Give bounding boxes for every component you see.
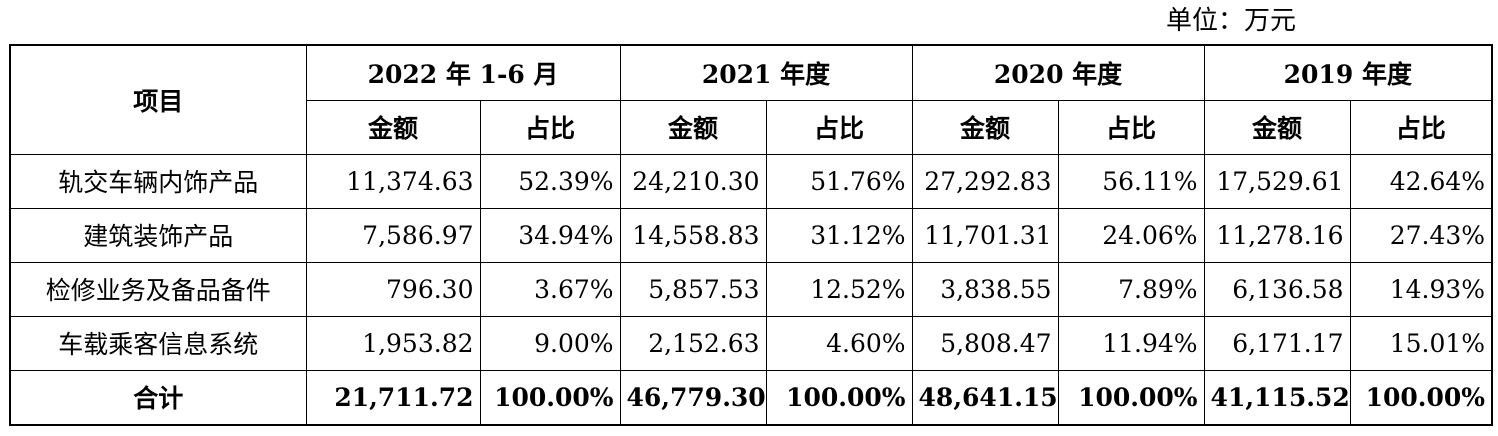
total-ratio-cell: 100.00%	[765, 369, 913, 426]
table-row: 轨交车辆内饰产品 11,374.63 52.39% 24,210.30 51.7…	[9, 153, 1493, 209]
amount-cell: 11,278.16	[1203, 207, 1351, 263]
total-amount-cell: 21,711.72	[305, 369, 481, 426]
ratio-cell: 4.60%	[765, 315, 913, 371]
ratio-cell: 34.94%	[479, 207, 621, 263]
header-ratio: 占比	[1057, 99, 1205, 155]
ratio-cell: 7.89%	[1057, 261, 1205, 317]
total-ratio-cell: 100.00%	[1349, 369, 1493, 426]
header-period: 2019 年度	[1203, 44, 1493, 101]
ratio-cell: 3.67%	[479, 261, 621, 317]
header-amount: 金额	[305, 99, 481, 155]
amount-cell: 6,136.58	[1203, 261, 1351, 317]
amount-cell: 27,292.83	[911, 153, 1059, 209]
total-amount-cell: 46,779.30	[619, 369, 767, 426]
total-ratio-cell: 100.00%	[1057, 369, 1205, 426]
row-label: 车载乘客信息系统	[9, 315, 307, 371]
amount-cell: 14,558.83	[619, 207, 767, 263]
header-amount: 金额	[619, 99, 767, 155]
total-amount-cell: 41,115.52	[1203, 369, 1351, 426]
table-row: 建筑装饰产品 7,586.97 34.94% 14,558.83 31.12% …	[9, 207, 1493, 263]
ratio-cell: 9.00%	[479, 315, 621, 371]
header-ratio: 占比	[479, 99, 621, 155]
ratio-cell: 31.12%	[765, 207, 913, 263]
header-ratio: 占比	[1349, 99, 1493, 155]
amount-cell: 6,171.17	[1203, 315, 1351, 371]
ratio-cell: 11.94%	[1057, 315, 1205, 371]
amount-cell: 11,374.63	[305, 153, 481, 209]
total-amount-cell: 48,641.15	[911, 369, 1059, 426]
ratio-cell: 15.01%	[1349, 315, 1493, 371]
table-row: 车载乘客信息系统 1,953.82 9.00% 2,152.63 4.60% 5…	[9, 315, 1493, 371]
ratio-cell: 51.76%	[765, 153, 913, 209]
ratio-cell: 27.43%	[1349, 207, 1493, 263]
row-label: 建筑装饰产品	[9, 207, 307, 263]
ratio-cell: 14.93%	[1349, 261, 1493, 317]
header-row-periods: 项目 2022 年 1-6 月 2021 年度 2020 年度 2019 年度	[9, 44, 1493, 155]
table-row: 检修业务及备品备件 796.30 3.67% 5,857.53 12.52% 3…	[9, 261, 1493, 317]
amount-cell: 3,838.55	[911, 261, 1059, 317]
total-row: 合计 21,711.72 100.00% 46,779.30 100.00% 4…	[9, 369, 1493, 426]
ratio-cell: 56.11%	[1057, 153, 1205, 209]
header-ratio: 占比	[765, 99, 913, 155]
amount-cell: 11,701.31	[911, 207, 1059, 263]
ratio-cell: 24.06%	[1057, 207, 1205, 263]
amount-cell: 2,152.63	[619, 315, 767, 371]
header-period: 2020 年度	[911, 44, 1205, 101]
amount-cell: 17,529.61	[1203, 153, 1351, 209]
ratio-cell: 12.52%	[765, 261, 913, 317]
revenue-breakdown-table: 项目 2022 年 1-6 月 2021 年度 2020 年度 2019 年度 …	[9, 44, 1494, 426]
header-period: 2021 年度	[619, 44, 913, 101]
amount-cell: 7,586.97	[305, 207, 481, 263]
ratio-cell: 52.39%	[479, 153, 621, 209]
row-label: 检修业务及备品备件	[9, 261, 307, 317]
header-period: 2022 年 1-6 月	[305, 44, 621, 101]
amount-cell: 1,953.82	[305, 315, 481, 371]
amount-cell: 24,210.30	[619, 153, 767, 209]
amount-cell: 5,857.53	[619, 261, 767, 317]
amount-cell: 5,808.47	[911, 315, 1059, 371]
total-label: 合计	[9, 369, 307, 426]
unit-label: 单位：万元	[1166, 6, 1297, 36]
header-amount: 金额	[1203, 99, 1351, 155]
header-item: 项目	[9, 44, 307, 155]
row-label: 轨交车辆内饰产品	[9, 153, 307, 209]
amount-cell: 796.30	[305, 261, 481, 317]
header-amount: 金额	[911, 99, 1059, 155]
total-ratio-cell: 100.00%	[479, 369, 621, 426]
ratio-cell: 42.64%	[1349, 153, 1493, 209]
